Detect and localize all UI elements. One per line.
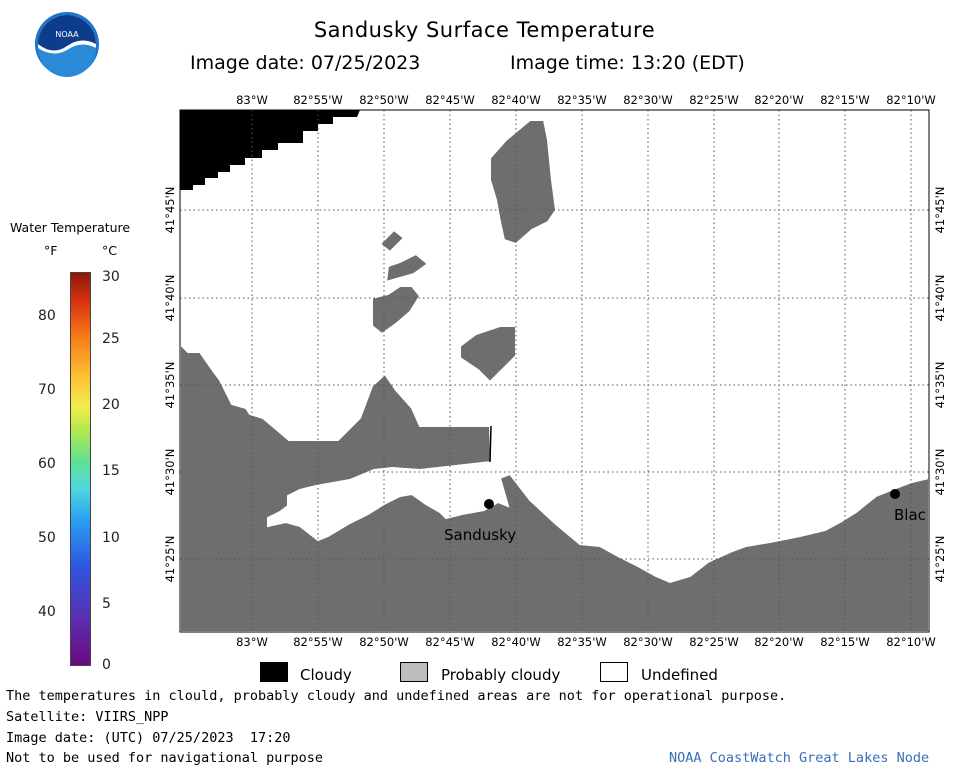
legend-swatch-probably-cloudy bbox=[400, 662, 428, 682]
colorbar-tick-c: 5 bbox=[102, 596, 111, 612]
lat-label-left: 41°35'N bbox=[163, 362, 177, 409]
lat-label-left: 41°30'N bbox=[163, 449, 177, 496]
lon-label-top: 83°W bbox=[236, 93, 268, 107]
lon-label-bottom: 82°35'W bbox=[557, 635, 607, 649]
lon-label-bottom: 82°25'W bbox=[689, 635, 739, 649]
noaa-logo-icon: NOAA bbox=[35, 12, 99, 77]
lat-label-right: 41°45'N bbox=[933, 187, 947, 234]
lat-label-right: 41°25'N bbox=[933, 536, 947, 583]
sandusky-marker bbox=[484, 499, 494, 509]
colorbar-unit-f: °F bbox=[44, 243, 58, 258]
probably-cloudy-patch bbox=[378, 228, 406, 254]
colorbar-tick-c: 0 bbox=[102, 657, 111, 673]
colorbar-tick-f: 60 bbox=[38, 456, 56, 472]
lon-label-bottom: 82°20'W bbox=[754, 635, 804, 649]
lon-label-top: 82°35'W bbox=[557, 93, 607, 107]
probably-cloudy-patch bbox=[459, 325, 517, 384]
footer-disclaimer: The temperatures in clould, probably clo… bbox=[6, 688, 787, 704]
footer-credit: NOAA CoastWatch Great Lakes Node bbox=[669, 750, 930, 766]
colorbar-tick-f: 50 bbox=[38, 530, 56, 546]
lon-label-bottom: 82°50'W bbox=[359, 635, 409, 649]
legend-label-undefined: Undefined bbox=[641, 666, 718, 684]
colorbar-tick-c: 20 bbox=[102, 397, 120, 413]
probably-cloudy-patch bbox=[384, 252, 430, 284]
colorbar-title: Water Temperature bbox=[10, 220, 131, 235]
lon-label-top: 82°30'W bbox=[623, 93, 673, 107]
place-label-blac: Blac bbox=[894, 506, 926, 524]
lon-label-top: 82°50'W bbox=[359, 93, 409, 107]
lon-label-top: 82°25'W bbox=[689, 93, 739, 107]
lat-label-right: 41°30'N bbox=[933, 449, 947, 496]
page-title: Sandusky Surface Temperature bbox=[313, 18, 656, 42]
footer-utc-date: Image date: (UTC) 07/25/2023 17:20 bbox=[6, 730, 291, 746]
footer-nav-warning: Not to be used for navigational purpose bbox=[6, 750, 323, 766]
legend-label-cloudy: Cloudy bbox=[300, 666, 352, 684]
legend-swatch-cloudy bbox=[260, 662, 288, 682]
lon-label-bottom: 82°45'W bbox=[425, 635, 475, 649]
lon-label-bottom: 82°15'W bbox=[820, 635, 870, 649]
lat-label-left: 41°25'N bbox=[163, 536, 177, 583]
lon-label-bottom: 82°40'W bbox=[491, 635, 541, 649]
lon-label-top: 82°55'W bbox=[293, 93, 343, 107]
legend-label-probably-cloudy: Probably cloudy bbox=[441, 666, 561, 684]
colorbar-unit-c: °C bbox=[102, 243, 117, 258]
lat-label-right: 41°35'N bbox=[933, 362, 947, 409]
image-time: Image time: 13:20 (EDT) bbox=[510, 52, 745, 74]
lon-label-bottom: 82°55'W bbox=[293, 635, 343, 649]
colorbar-tick-c: 30 bbox=[102, 269, 120, 285]
colorbar bbox=[70, 272, 91, 666]
colorbar-tick-f: 70 bbox=[38, 382, 56, 398]
colorbar-tick-f: 80 bbox=[38, 308, 56, 324]
logo-text: NOAA bbox=[55, 30, 79, 39]
lon-label-top: 82°45'W bbox=[425, 93, 475, 107]
probably-cloudy-patch bbox=[489, 119, 558, 246]
lat-label-left: 41°40'N bbox=[163, 275, 177, 322]
image-date: Image date: 07/25/2023 bbox=[190, 52, 421, 74]
colorbar-tick-c: 15 bbox=[102, 463, 120, 479]
lon-label-top: 82°10'W bbox=[886, 93, 936, 107]
blac-marker bbox=[890, 489, 900, 499]
footer-satellite: Satellite: VIIRS_NPP bbox=[6, 709, 169, 725]
probably-cloudy-land bbox=[180, 342, 929, 632]
colorbar-tick-c: 25 bbox=[102, 331, 120, 347]
lon-label-bottom: 82°30'W bbox=[623, 635, 673, 649]
lon-label-bottom: 82°10'W bbox=[886, 635, 936, 649]
lat-label-left: 41°45'N bbox=[163, 187, 177, 234]
lon-label-top: 82°20'W bbox=[754, 93, 804, 107]
colorbar-tick-f: 40 bbox=[38, 604, 56, 620]
legend-swatch-undefined bbox=[600, 662, 628, 682]
lat-label-right: 41°40'N bbox=[933, 275, 947, 322]
lon-label-top: 82°15'W bbox=[820, 93, 870, 107]
cloudy-region bbox=[180, 110, 360, 190]
lon-label-top: 82°40'W bbox=[491, 93, 541, 107]
lon-label-bottom: 83°W bbox=[236, 635, 268, 649]
colorbar-tick-c: 10 bbox=[102, 530, 120, 546]
place-label-sandusky: Sandusky bbox=[444, 526, 516, 544]
